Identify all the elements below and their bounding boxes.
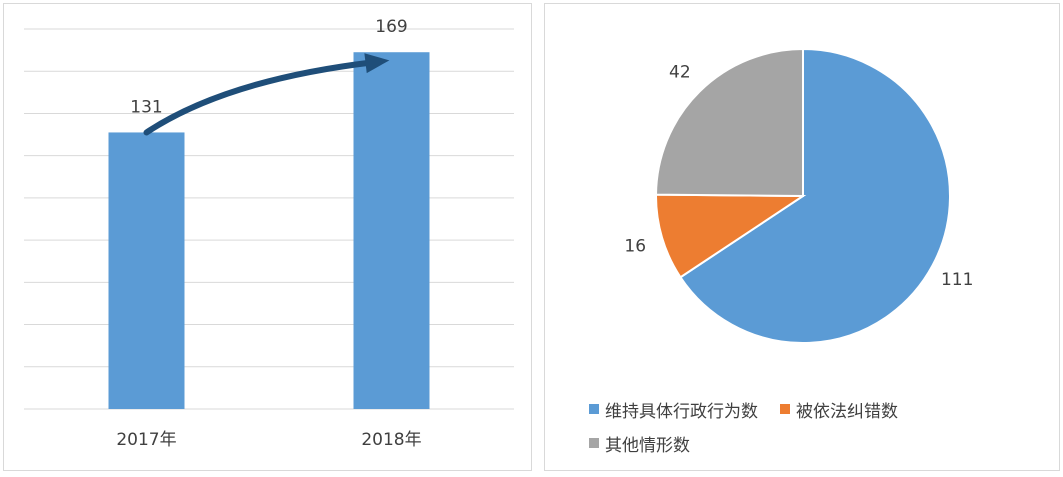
bar-data-label-0: 131 — [130, 97, 162, 117]
trend-arrow-line — [143, 59, 377, 136]
legend-item-1: 被依法纠错数 — [780, 397, 898, 422]
legend-swatch-0 — [589, 404, 599, 414]
pie-slice-2 — [654, 47, 804, 198]
pie-slice-0 — [679, 47, 951, 344]
trend-arrow-head — [364, 53, 390, 74]
bar-0 — [108, 132, 185, 409]
bar-1 — [353, 52, 430, 409]
pie-data-label-2: 42 — [669, 63, 691, 83]
legend-item-0: 维持具体行政行为数 — [589, 397, 758, 422]
legend-label-1: 被依法纠错数 — [796, 401, 898, 422]
legend-swatch-2 — [589, 438, 599, 448]
bar-data-label-1: 169 — [375, 17, 407, 37]
pie-chart-panel: 111 16 42 维持具体行政行为数 被依法纠错数 其他情形数 — [544, 3, 1060, 471]
pie-data-label-1: 16 — [624, 237, 646, 257]
pie-slice-1 — [655, 193, 807, 279]
legend-row-2: 其他情形数 — [589, 426, 1049, 460]
pie-legend: 维持具体行政行为数 被依法纠错数 其他情形数 — [589, 392, 1049, 460]
bar-chart-panel: 131 2017年 169 2018年 — [3, 3, 532, 471]
legend-item-2: 其他情形数 — [589, 431, 690, 456]
bar-chart: 131 2017年 169 2018年 — [24, 17, 514, 450]
legend-label-0: 维持具体行政行为数 — [605, 401, 758, 422]
legend-label-2: 其他情形数 — [605, 435, 690, 456]
category-label-1: 2018年 — [361, 430, 421, 450]
legend-row-1: 维持具体行政行为数 被依法纠错数 — [589, 392, 1049, 426]
pie-chart: 111 16 42 — [624, 47, 973, 344]
category-label-0: 2017年 — [116, 430, 176, 450]
pie-data-label-0: 111 — [941, 270, 973, 290]
legend-swatch-1 — [780, 404, 790, 414]
